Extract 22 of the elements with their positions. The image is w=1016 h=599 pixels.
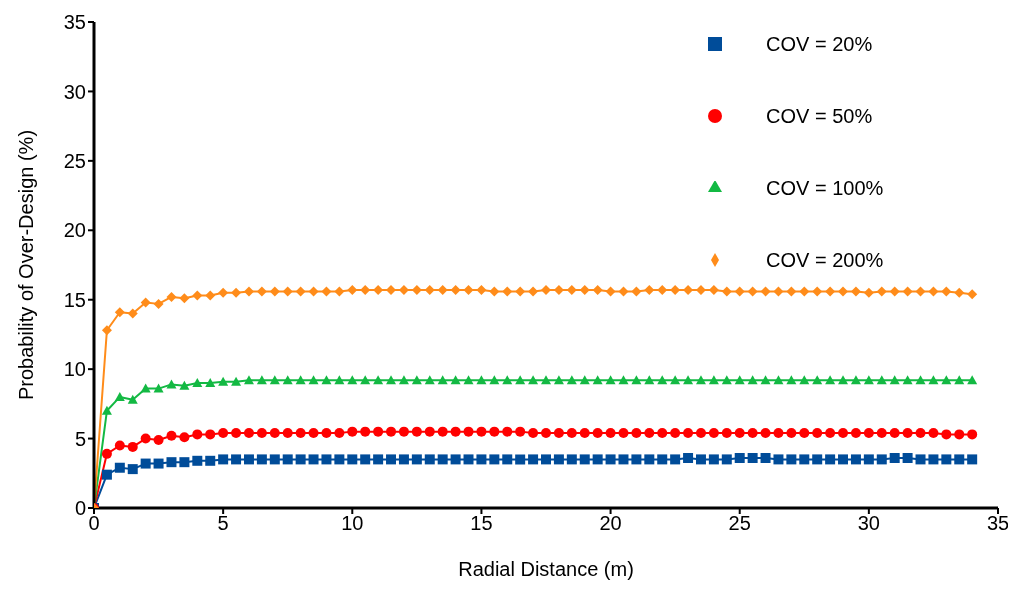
x-tick-label: 35	[986, 512, 1010, 535]
x-tick-label: 0	[88, 512, 100, 535]
x-tick-label: 25	[728, 512, 751, 535]
x-axis-title: Radial Distance (m)	[458, 558, 634, 580]
y-tick-label: 30	[63, 80, 86, 103]
x-tick-label: 20	[599, 512, 622, 535]
legend-label: COV = 20%	[766, 32, 874, 56]
x-tick-label: 10	[341, 512, 364, 535]
x-tick-label: 15	[470, 512, 493, 535]
y-tick-label: 10	[63, 358, 86, 381]
x-tick-label: 30	[857, 512, 880, 535]
legend-label: COV = 200%	[766, 248, 885, 272]
legend-label: COV = 50%	[766, 104, 874, 128]
legend-label: COV = 100%	[766, 176, 885, 200]
y-tick-label: 25	[63, 149, 86, 172]
y-axis-title: Probability of Over-Design (%)	[15, 129, 38, 401]
y-tick-label: 5	[74, 427, 86, 450]
y-tick-label: 20	[63, 219, 86, 242]
y-tick-label: 0	[74, 497, 86, 520]
x-tick-label: 5	[217, 512, 229, 535]
y-tick-label: 15	[63, 288, 86, 311]
y-tick-label: 35	[63, 11, 86, 34]
